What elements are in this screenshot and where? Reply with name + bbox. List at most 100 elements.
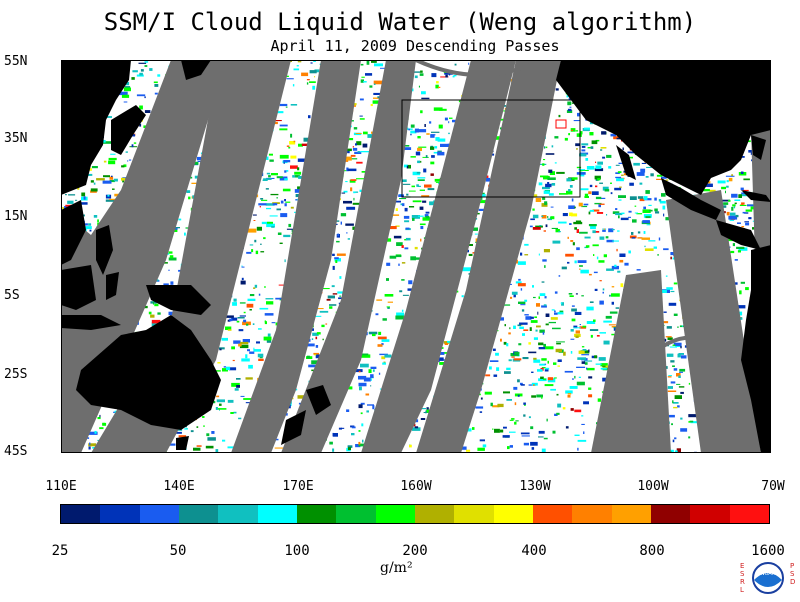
cloud-pixel bbox=[431, 155, 435, 158]
cloud-pixel bbox=[122, 92, 124, 95]
cloud-pixel bbox=[589, 224, 597, 226]
cloud-pixel bbox=[242, 278, 244, 280]
cloud-pixel bbox=[339, 276, 341, 279]
cloud-pixel bbox=[360, 99, 364, 101]
cloud-pixel bbox=[219, 404, 222, 406]
cloud-pixel bbox=[568, 133, 570, 135]
cloud-pixel bbox=[277, 176, 283, 178]
cloud-pixel bbox=[417, 172, 421, 173]
cloud-pixel bbox=[581, 354, 589, 355]
cloud-pixel bbox=[416, 184, 419, 187]
cloud-pixel bbox=[572, 199, 574, 202]
cloud-pixel bbox=[537, 369, 543, 372]
cloud-pixel bbox=[575, 261, 577, 264]
cloud-pixel bbox=[94, 183, 96, 185]
cloud-pixel bbox=[336, 241, 340, 243]
cloud-pixel bbox=[439, 125, 443, 129]
cloud-pixel bbox=[547, 177, 555, 180]
cloud-pixel bbox=[628, 251, 631, 254]
cloud-pixel bbox=[667, 326, 672, 329]
cloud-pixel bbox=[640, 183, 643, 185]
cloud-pixel bbox=[531, 395, 536, 397]
cloud-pixel bbox=[193, 448, 201, 451]
cloud-pixel bbox=[688, 421, 690, 423]
cloud-pixel bbox=[567, 262, 569, 264]
cloud-pixel bbox=[597, 162, 603, 165]
cloud-pixel bbox=[562, 267, 567, 270]
cloud-pixel bbox=[537, 312, 538, 315]
cloud-pixel bbox=[574, 376, 575, 379]
cloud-pixel bbox=[340, 295, 341, 297]
cloud-pixel bbox=[531, 320, 538, 323]
cloud-pixel bbox=[420, 71, 423, 73]
cloud-pixel bbox=[544, 201, 547, 205]
cloud-pixel bbox=[94, 215, 97, 218]
cloud-pixel bbox=[353, 148, 357, 151]
cloud-pixel bbox=[269, 154, 273, 156]
cloud-pixel bbox=[328, 296, 335, 299]
cloud-pixel bbox=[339, 428, 342, 430]
cloud-pixel bbox=[574, 120, 581, 121]
cloud-pixel bbox=[272, 322, 276, 323]
cloud-pixel bbox=[579, 203, 583, 207]
cloud-pixel bbox=[510, 445, 513, 448]
cloud-pixel bbox=[682, 325, 683, 326]
cloud-pixel bbox=[577, 133, 582, 137]
cloud-pixel bbox=[246, 324, 248, 326]
cloud-pixel bbox=[522, 435, 530, 436]
cloud-pixel bbox=[736, 215, 739, 217]
cloud-pixel bbox=[670, 257, 672, 260]
cloud-pixel bbox=[206, 446, 214, 449]
cloud-pixel bbox=[546, 314, 550, 318]
cloud-pixel bbox=[361, 423, 363, 426]
cloud-pixel bbox=[514, 358, 522, 360]
cloud-pixel bbox=[590, 301, 594, 303]
cloud-pixel bbox=[309, 81, 316, 83]
cloud-pixel bbox=[593, 254, 594, 256]
cloud-pixel bbox=[290, 156, 296, 159]
cloud-pixel bbox=[596, 197, 601, 199]
cloud-pixel bbox=[266, 208, 271, 209]
cloud-pixel bbox=[599, 301, 604, 305]
cloud-pixel bbox=[421, 98, 429, 99]
cloud-pixel bbox=[621, 213, 624, 215]
cloud-pixel bbox=[547, 419, 548, 422]
cloud-pixel bbox=[547, 182, 549, 185]
cloud-pixel bbox=[250, 294, 254, 296]
cloud-pixel bbox=[122, 95, 129, 98]
cloud-pixel bbox=[373, 369, 375, 371]
cloud-pixel bbox=[321, 325, 324, 327]
cloud-pixel bbox=[548, 361, 550, 364]
cloud-pixel bbox=[124, 102, 128, 103]
cloud-pixel bbox=[640, 169, 641, 171]
cloud-pixel bbox=[616, 249, 617, 251]
cloud-pixel bbox=[644, 246, 645, 247]
cloud-pixel bbox=[430, 162, 434, 165]
cloud-pixel bbox=[423, 169, 426, 173]
cloud-pixel bbox=[122, 181, 124, 183]
cloud-pixel bbox=[455, 64, 457, 66]
cloud-pixel bbox=[345, 181, 347, 182]
cloud-pixel bbox=[570, 295, 574, 297]
cloud-pixel bbox=[497, 404, 503, 407]
cloud-pixel bbox=[283, 160, 290, 162]
cloud-pixel bbox=[544, 230, 546, 231]
cloud-pixel bbox=[595, 162, 596, 163]
cloud-pixel bbox=[370, 374, 374, 378]
cloud-pixel bbox=[426, 155, 428, 158]
cloud-pixel bbox=[611, 192, 613, 194]
cloud-pixel bbox=[412, 218, 415, 221]
cloud-pixel bbox=[361, 77, 364, 78]
cloud-pixel bbox=[536, 330, 538, 332]
cloud-pixel bbox=[738, 250, 741, 252]
cloud-pixel bbox=[667, 354, 674, 357]
cloud-pixel bbox=[406, 194, 408, 196]
cloud-pixel bbox=[677, 327, 679, 328]
cloud-pixel bbox=[518, 343, 521, 345]
cloud-pixel bbox=[571, 329, 574, 332]
cloud-pixel bbox=[88, 223, 91, 225]
cloud-pixel bbox=[356, 178, 364, 179]
cloud-pixel bbox=[493, 349, 496, 351]
cloud-pixel bbox=[333, 433, 334, 436]
cloud-pixel bbox=[621, 218, 629, 220]
